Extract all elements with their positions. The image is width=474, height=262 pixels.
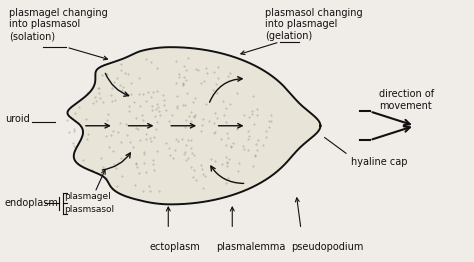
- Text: endoplasm: endoplasm: [5, 198, 59, 208]
- Text: plasmagel changing
into plasmasol
(solation): plasmagel changing into plasmasol (solat…: [9, 8, 108, 41]
- Text: ectoplasm: ectoplasm: [149, 242, 200, 252]
- Text: pseudopodium: pseudopodium: [292, 242, 364, 252]
- Text: direction of
movement: direction of movement: [379, 89, 434, 111]
- Text: uroid: uroid: [5, 114, 29, 124]
- Text: hyaline cap: hyaline cap: [351, 157, 407, 167]
- Text: plasmasol changing
into plasmagel
(gelation): plasmasol changing into plasmagel (gelat…: [265, 8, 363, 41]
- Text: plasmalemma: plasmalemma: [216, 242, 285, 252]
- Polygon shape: [67, 47, 320, 204]
- Text: plasmagel: plasmagel: [64, 192, 111, 201]
- Text: plasmsasol: plasmsasol: [64, 205, 114, 214]
